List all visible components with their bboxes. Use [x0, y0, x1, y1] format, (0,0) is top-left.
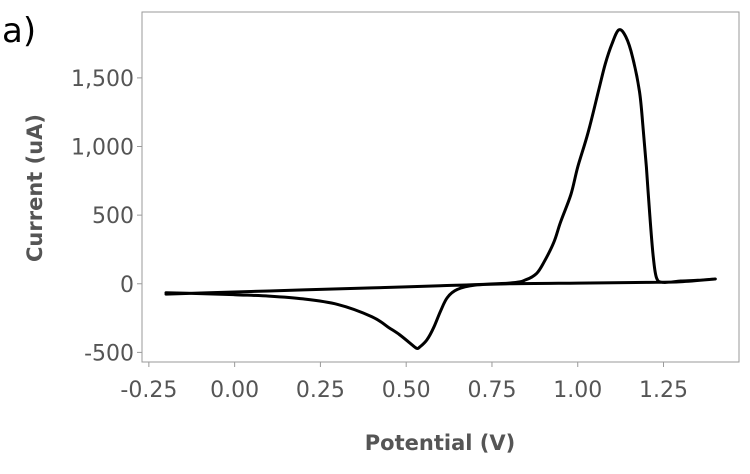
x-tick-label: 0.75 — [467, 378, 516, 403]
y-tick-label: -500 — [84, 341, 134, 366]
y-tick-label: 500 — [92, 204, 134, 229]
x-tick-label: 1.25 — [639, 378, 688, 403]
y-axis-ticks: -500 0 500 1,000 1,500 — [71, 67, 142, 366]
x-axis-ticks: -0.25 0.00 0.25 0.50 0.75 1.00 1.25 — [120, 362, 688, 403]
data-series-line — [164, 28, 717, 351]
y-tick-label: 1,500 — [71, 67, 134, 92]
panel-label: a) — [2, 11, 36, 51]
x-axis-title: Potential (V) — [365, 431, 515, 455]
x-tick-label: 0.00 — [210, 378, 259, 403]
x-tick-label: 0.25 — [296, 378, 345, 403]
x-tick-label: 0.50 — [382, 378, 431, 403]
x-tick-label: 1.00 — [553, 378, 602, 403]
plot-frame — [141, 11, 740, 363]
x-tick-label: -0.25 — [120, 378, 177, 403]
y-tick-label: 1,000 — [71, 136, 134, 161]
y-tick-label: 0 — [120, 273, 134, 298]
y-axis-title: Current (uA) — [23, 114, 47, 262]
